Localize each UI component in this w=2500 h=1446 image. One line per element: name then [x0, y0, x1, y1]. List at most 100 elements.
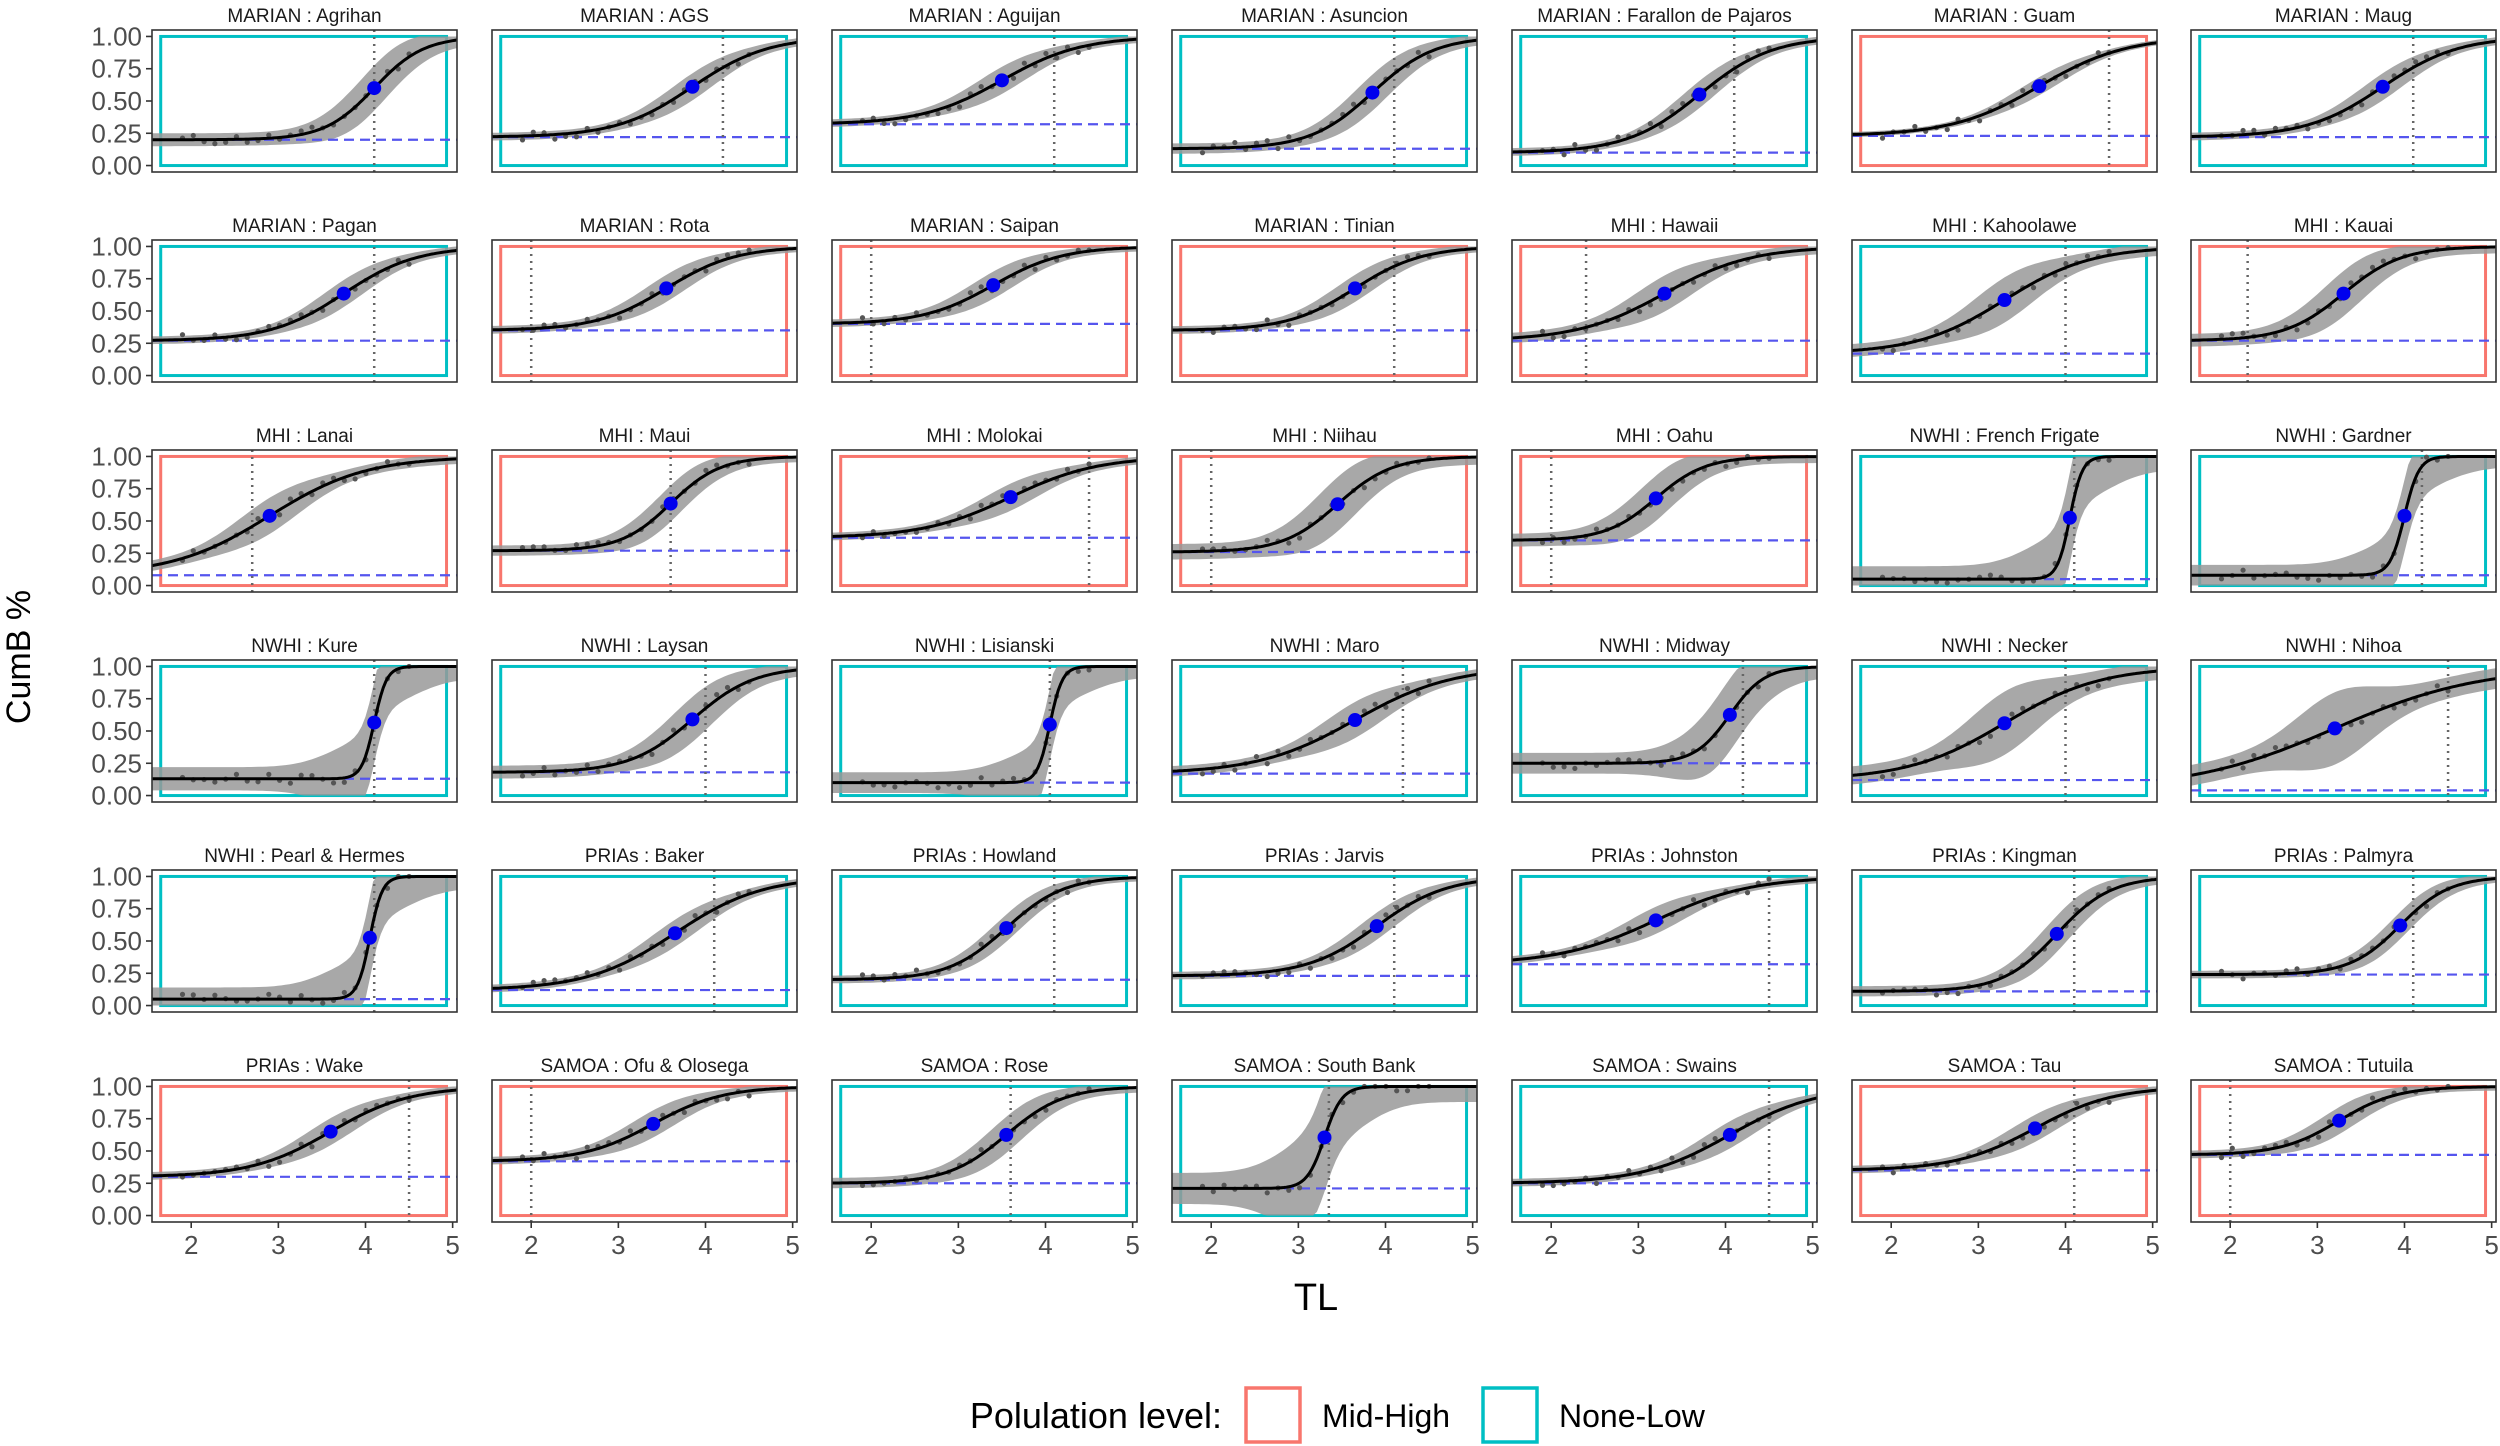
observation-point — [1539, 950, 1546, 956]
observation-point — [287, 780, 293, 786]
observation-point — [2423, 903, 2430, 909]
observation-point — [967, 516, 973, 522]
x-tick-label: 4 — [698, 1230, 712, 1260]
panel: MARIAN : Tinian — [1171, 216, 1478, 383]
observation-point — [649, 751, 655, 757]
observation-point — [2423, 54, 2430, 60]
observation-point — [1712, 84, 1718, 90]
panel-border — [1171, 449, 1478, 593]
observation-point — [2369, 574, 2376, 580]
y-tick-label: 1.00 — [91, 861, 142, 891]
panel-border — [2190, 29, 2497, 173]
pollution-level-box — [499, 34, 789, 168]
pollution-level-box — [2198, 454, 2488, 588]
observation-point — [541, 977, 547, 984]
observation-point — [892, 972, 898, 978]
panel-plot-area — [492, 660, 797, 802]
panel-plot-area — [152, 240, 457, 382]
y-axis-label: CumB % — [0, 590, 38, 724]
observation-point — [1372, 701, 1378, 707]
panel-border — [1171, 659, 1478, 803]
confidence-band — [832, 876, 1137, 984]
observation-point — [2020, 705, 2026, 711]
inflection-point — [2049, 926, 2064, 941]
observation-point — [1086, 461, 1092, 467]
pollution-level-box — [159, 244, 449, 378]
observation-point — [2369, 264, 2376, 271]
fitted-curve — [832, 1086, 1137, 1185]
panel-plot-area — [1172, 1080, 1477, 1222]
inflection-point — [262, 508, 277, 523]
fitted-curve — [1172, 880, 1477, 978]
observation-point — [714, 462, 720, 468]
inflection-point — [323, 1124, 338, 1139]
observation-point — [1054, 55, 1060, 61]
observation-point — [1064, 889, 1071, 896]
panel-plot-area — [152, 30, 457, 172]
panel-title: MHI : Molokai — [926, 426, 1042, 447]
panel: PRIAs : Howland — [831, 846, 1138, 1013]
observation-point — [341, 779, 347, 785]
observation-point — [2030, 285, 2037, 291]
observation-point — [255, 516, 261, 522]
pollution-level-box — [159, 874, 449, 1008]
observation-point — [1394, 904, 1400, 910]
panel-title: NWHI : Pearl & Hermes — [204, 846, 405, 867]
observation-point — [892, 784, 898, 790]
fitted-curve — [1852, 455, 2157, 581]
panel-plot-area — [1852, 240, 2157, 382]
panel-border — [831, 29, 1138, 173]
panel: SAMOA : South Bank 2 3 4 5 — [1171, 1056, 1480, 1260]
observation-point — [1426, 678, 1432, 684]
observation-point — [1912, 123, 1918, 130]
confidence-band — [152, 36, 457, 147]
panel-plot-area — [832, 870, 1137, 1012]
observation-point — [735, 61, 741, 67]
fitted-curve — [492, 881, 797, 990]
panel-title: PRIAs : Palmyra — [2274, 846, 2414, 867]
pollution-level-box — [839, 1084, 1129, 1218]
panel-border — [831, 239, 1138, 383]
panel-border — [1511, 29, 1818, 173]
confidence-band — [492, 879, 797, 993]
observation-point — [1626, 926, 1632, 932]
panel-border — [1171, 869, 1478, 1013]
observation-point — [692, 913, 698, 919]
observation-point — [1539, 328, 1546, 334]
inflection-point — [668, 926, 682, 941]
observation-point — [1593, 526, 1600, 532]
fitted-curve — [492, 1086, 797, 1163]
panel-border — [491, 449, 798, 593]
inflection-point — [2375, 79, 2390, 94]
observation-point — [1021, 60, 1027, 66]
confidence-band — [152, 246, 457, 345]
inflection-point — [994, 73, 1009, 88]
panel-title: NWHI : Midway — [1599, 636, 1730, 657]
panel: MARIAN : Agrihan 0.000.250.500.751.00 — [91, 6, 458, 181]
observation-point — [190, 548, 196, 554]
panel-plot-area — [2191, 1080, 2496, 1222]
observation-point — [2434, 683, 2440, 689]
observation-point — [2294, 966, 2300, 972]
observation-point — [519, 137, 526, 143]
confidence-band — [1172, 456, 1477, 560]
y-tick-label: 0.75 — [91, 54, 142, 84]
observation-point — [2229, 758, 2235, 764]
observation-point — [1394, 1088, 1400, 1094]
inflection-point — [1330, 497, 1345, 512]
fitted-curve — [1172, 455, 1477, 554]
x-tick-label: 3 — [1971, 1230, 1985, 1260]
panel-title: NWHI : Nihoa — [2285, 636, 2402, 657]
panel: NWHI : Pearl & Hermes 0.000.250.500.751.0… — [91, 846, 458, 1021]
y-tick-label: 0.25 — [91, 118, 142, 148]
observation-point — [1264, 761, 1270, 767]
pollution-level-box — [1859, 244, 2149, 378]
panel-title: NWHI : Laysan — [581, 636, 709, 657]
observation-point — [1890, 1170, 1896, 1176]
panel: NWHI : French Frigate — [1851, 426, 2158, 593]
confidence-band — [832, 456, 1137, 541]
inflection-point — [999, 1127, 1014, 1142]
observation-point — [617, 315, 623, 321]
y-tick-label: 0.75 — [91, 1104, 142, 1134]
